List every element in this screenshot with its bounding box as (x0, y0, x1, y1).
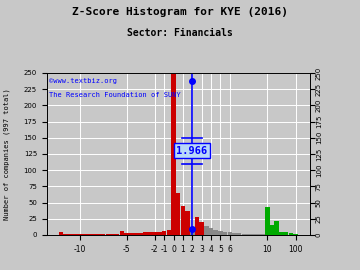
Bar (209, 228, 213, 235)
Bar (213, 230, 218, 235)
Bar (228, 232, 232, 235)
Bar (260, 234, 265, 235)
Bar (153, 232, 157, 235)
Text: The Research Foundation of SUNY: The Research Foundation of SUNY (49, 92, 181, 98)
Bar (124, 233, 129, 235)
Bar (279, 232, 284, 235)
Bar (289, 233, 293, 235)
Bar (284, 232, 288, 235)
Bar (91, 234, 96, 235)
Text: Z-Score Histogram for KYE (2016): Z-Score Histogram for KYE (2016) (72, 7, 288, 17)
Bar (129, 233, 134, 235)
Bar (120, 231, 124, 235)
Bar (82, 234, 87, 235)
Bar (77, 234, 82, 235)
Bar (274, 221, 279, 235)
Bar (223, 232, 228, 235)
Text: ©www.textbiz.org: ©www.textbiz.org (49, 78, 117, 84)
Bar (232, 233, 237, 235)
Text: Number of companies (997 total): Number of companies (997 total) (4, 88, 10, 220)
Bar (199, 222, 204, 235)
Bar (251, 234, 256, 235)
Bar (218, 231, 223, 235)
Bar (115, 234, 120, 235)
Bar (63, 234, 68, 235)
Bar (237, 233, 242, 235)
Bar (105, 234, 110, 235)
Bar (167, 230, 171, 235)
Bar (242, 234, 246, 235)
Text: 1.966: 1.966 (176, 146, 208, 156)
Bar (96, 234, 101, 235)
Bar (87, 234, 91, 235)
Bar (176, 193, 180, 235)
Bar (73, 234, 77, 235)
Bar (59, 232, 63, 235)
Bar (68, 234, 72, 235)
Text: Sector: Financials: Sector: Financials (127, 28, 233, 38)
Bar (293, 234, 298, 235)
Bar (270, 225, 274, 235)
Bar (134, 233, 138, 235)
Bar (265, 207, 270, 235)
Bar (171, 74, 176, 235)
Bar (138, 233, 143, 235)
Bar (162, 231, 166, 235)
Bar (110, 234, 115, 235)
Bar (148, 232, 152, 235)
Bar (204, 227, 208, 235)
Bar (190, 228, 194, 235)
Bar (185, 211, 190, 235)
Bar (101, 234, 105, 235)
Bar (181, 206, 185, 235)
Bar (246, 234, 251, 235)
Bar (157, 232, 162, 235)
Bar (195, 217, 199, 235)
Bar (256, 234, 260, 235)
Bar (143, 232, 148, 235)
